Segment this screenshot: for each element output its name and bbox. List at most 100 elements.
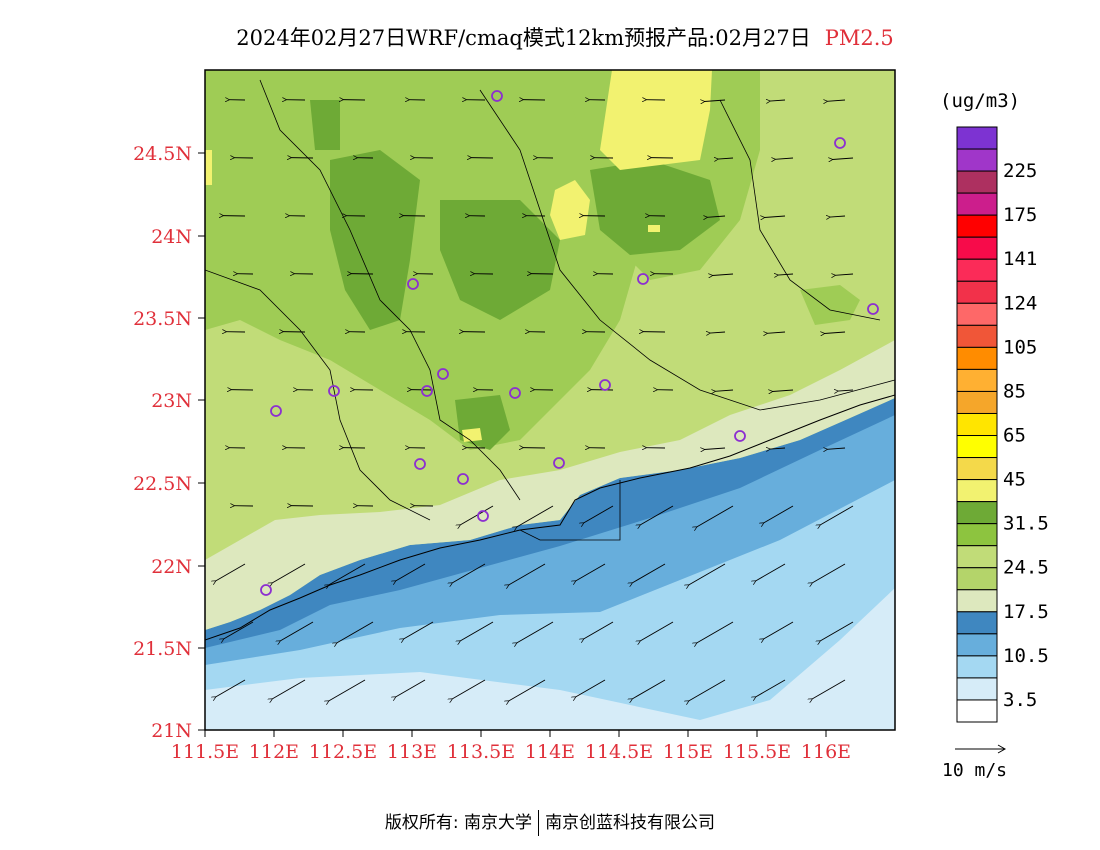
wind-arrow (770, 100, 786, 101)
lon-label: 116E (801, 741, 851, 763)
wind-arrow (812, 679, 846, 699)
legend-swatch (956, 346, 998, 370)
legend-swatch (956, 677, 998, 701)
legend-swatch (956, 302, 998, 326)
wind-arrow (772, 390, 794, 392)
wind-arrow (272, 563, 306, 583)
monitoring-stations (260, 90, 879, 596)
lat-label: 24N (151, 226, 192, 248)
wind-arrow (756, 563, 786, 581)
yellow-patch-north (600, 70, 712, 170)
company-text: 南京创蓝科技有限公司 (545, 813, 716, 833)
legend-label: 45 (1003, 469, 1026, 491)
lat-label: 21N (151, 720, 192, 742)
legend-label: 105 (1003, 336, 1037, 358)
wind-arrow (632, 679, 666, 699)
wind-arrow (770, 448, 786, 449)
station-marker (477, 510, 489, 522)
legend-label: 85 (1003, 380, 1026, 402)
lat-label: 23.5N (133, 308, 192, 330)
wind-arrow (329, 679, 366, 701)
wind-arrow (707, 216, 726, 217)
station-marker (599, 379, 611, 391)
station-marker (407, 278, 419, 290)
wind-arrow (689, 563, 726, 585)
station-marker (457, 473, 469, 485)
legend-label: 10.5 (1003, 645, 1049, 667)
wind-arrow (280, 621, 314, 641)
lon-label: 113.5E (447, 741, 515, 763)
station-marker (414, 458, 426, 470)
legend-swatch (956, 412, 998, 437)
wind-arrow (820, 505, 854, 525)
legend-swatch (956, 589, 998, 613)
legend-swatch (956, 699, 998, 723)
wind-arrow (584, 621, 614, 639)
station-marker (553, 457, 565, 469)
lat-label: 23N (151, 390, 192, 412)
wind-arrow (460, 621, 494, 641)
wind-arrow (764, 621, 794, 639)
lon-label: 114E (525, 741, 575, 763)
boundary-south (205, 269, 431, 521)
lon-label: 111.5E (171, 741, 239, 763)
legend-swatch (956, 390, 998, 414)
wind-arrow (584, 505, 614, 523)
wind-vectors (216, 100, 854, 701)
wind-arrow (216, 679, 246, 697)
legend-swatch (956, 435, 998, 459)
station-marker (734, 430, 746, 442)
legend-label: 3.5 (1003, 689, 1037, 711)
land-mid-east (800, 285, 860, 325)
wind-arrow (216, 563, 246, 581)
wind-arrow (827, 100, 846, 101)
longitude-axis: 111.5E 112E 112.5E 113E 113.5E 114E 114.5E 115E… (171, 730, 851, 763)
boundary-east (479, 89, 895, 411)
wind-arrow (396, 679, 426, 697)
land-dark-3 (590, 160, 720, 255)
wind-arrow (715, 390, 734, 391)
lon-label: 112E (249, 741, 299, 763)
lon-label: 115E (663, 741, 713, 763)
legend-label: 31.5 (1003, 513, 1049, 535)
wind-arrow (272, 679, 306, 699)
wind-arrow (764, 216, 786, 218)
legend-swatch (956, 126, 998, 150)
legend-label: 124 (1003, 292, 1037, 314)
wind-arrow (517, 621, 554, 643)
station-marker (421, 385, 433, 397)
wind-arrow (718, 158, 734, 159)
wind-arrow (764, 505, 794, 523)
yellow-patch-mid (550, 180, 590, 240)
wind-arrow (509, 679, 546, 701)
wind-arrow (576, 563, 606, 581)
wind-arrow (827, 448, 846, 449)
station-marker (270, 405, 282, 417)
legend-swatch (956, 501, 998, 525)
legend-swatch (956, 258, 998, 282)
legend-swatch (956, 324, 998, 348)
lat-label: 21.5N (133, 638, 192, 660)
wind-arrow (329, 563, 366, 585)
coastline (205, 394, 895, 641)
legend-swatch (956, 280, 998, 304)
wind-arrow (778, 274, 794, 275)
station-marker (867, 303, 879, 315)
wind-arrow (775, 158, 794, 159)
wind-arrow (830, 216, 846, 217)
wind-arrow (640, 505, 674, 525)
wind-arrow (404, 621, 434, 639)
pollutant-label: PM2.5 (824, 26, 894, 50)
boundary-hk (519, 480, 621, 541)
yellow-patch-south (462, 428, 482, 442)
wind-arrow (697, 621, 734, 643)
wind-arrow (812, 563, 846, 583)
station-marker (260, 584, 272, 596)
map-title: 2024年02月27日WRF/cmaq模式12km预报产品:02月27日 PM2.… (0, 22, 1100, 52)
lon-label: 112.5E (309, 741, 377, 763)
wind-arrow (697, 505, 734, 527)
wind-arrow (689, 679, 726, 701)
footer-separator (538, 810, 540, 836)
wind-arrow (704, 100, 726, 102)
